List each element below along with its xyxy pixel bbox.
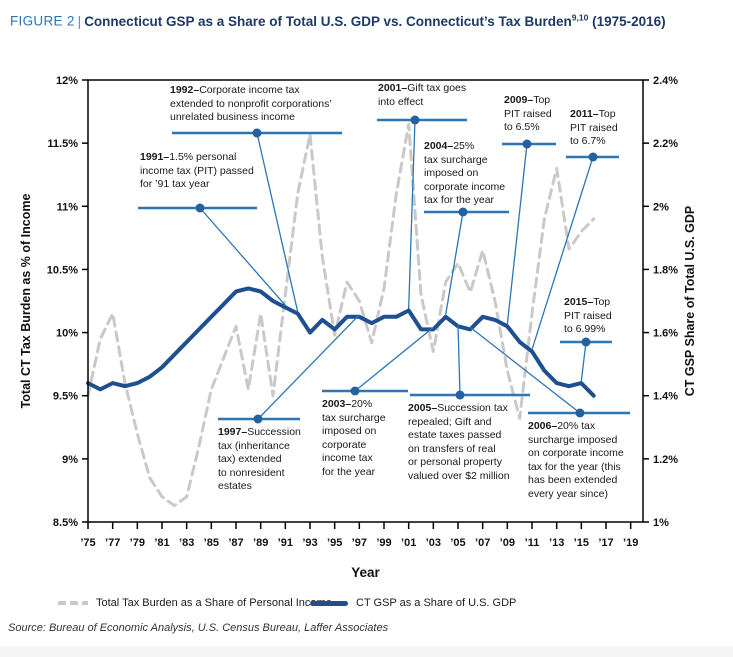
gsp-line xyxy=(86,286,596,398)
x-tick-label: ’95 xyxy=(327,537,342,549)
y-right-axis-title: CT GSP Share of Total U.S. GDP xyxy=(683,206,697,397)
x-tick-label: ’85 xyxy=(204,537,219,549)
x-tick-label: ’17 xyxy=(598,537,613,549)
x-tick-label: ’01 xyxy=(401,537,416,549)
x-tick-label: ’97 xyxy=(352,537,367,549)
annotation-dot-2009 xyxy=(522,139,532,149)
y-right-tick-label: 1.4% xyxy=(653,391,678,403)
annotation-dot-2003 xyxy=(350,386,360,396)
annotation-dot-1991 xyxy=(195,203,205,213)
y-left-tick-label: 10% xyxy=(56,328,78,340)
title-footnote-marker: 9,10 xyxy=(571,12,589,22)
y-right-tick-label: 1.2% xyxy=(653,454,678,466)
figure-label: FIGURE 2 xyxy=(10,13,75,29)
annotation-dot-2015 xyxy=(581,337,591,347)
y-right-tick-label: 2.2% xyxy=(653,138,678,150)
y-right-tick-label: 1.6% xyxy=(653,328,678,340)
figure-title: FIGURE 2 | Connecticut GSP as a Share of T… xyxy=(10,9,726,30)
y-left-tick-label: 10.5% xyxy=(47,264,78,276)
annotation-dot-2005 xyxy=(455,390,465,400)
y-right-tick-label: 1.8% xyxy=(653,264,678,276)
annotation-dot-1997 xyxy=(253,414,263,424)
source-note: Source: Bureau of Economic Analysis, U.S… xyxy=(8,622,389,634)
annotation-leader-1991 xyxy=(199,207,286,306)
annotation-leader-2005 xyxy=(457,324,461,396)
x-tick-label: ’15 xyxy=(574,537,589,549)
annotation-leader-2001 xyxy=(408,119,416,309)
y-left-tick-label: 8.5% xyxy=(53,517,78,529)
annotation-leader-2011 xyxy=(531,156,594,350)
x-tick-label: ’13 xyxy=(549,537,564,549)
x-tick-label: ’75 xyxy=(80,537,95,549)
x-axis-title: Year xyxy=(351,565,380,580)
x-tick-label: ’09 xyxy=(500,537,515,549)
legend-label: Total Tax Burden as a Share of Personal … xyxy=(96,597,332,609)
y-right-tick-label: 2.4% xyxy=(653,75,678,87)
annotation-leader-2006 xyxy=(469,326,581,414)
dashed-line-swatch-icon xyxy=(58,601,88,605)
annotation-leader-2009 xyxy=(506,143,528,325)
legend-label: CT GSP as a Share of U.S. GDP xyxy=(356,597,517,609)
x-tick-label: ’11 xyxy=(525,537,540,549)
x-tick-label: ’81 xyxy=(154,537,169,549)
x-tick-label: ’89 xyxy=(253,537,268,549)
x-tick-label: ’19 xyxy=(623,537,638,549)
title-separator: | xyxy=(77,13,82,29)
figure-title-text: Connecticut GSP as a Share of Total U.S.… xyxy=(84,12,666,29)
plot-border xyxy=(87,79,644,523)
y-left-axis-title: Total CT Tax Burden as % of Income xyxy=(19,194,33,409)
figure-title-main: Connecticut GSP as a Share of Total U.S.… xyxy=(84,13,572,29)
annotation-dot-2006 xyxy=(575,408,585,418)
y-left-tick-label: 11.5% xyxy=(47,138,78,150)
tax-burden-line xyxy=(86,122,596,508)
annotation-dot-2004 xyxy=(458,207,468,217)
annotation-leader-2003 xyxy=(354,326,434,392)
legend-item-gsp: CT GSP as a Share of U.S. GDP xyxy=(310,597,516,609)
y-right-tick-label: 2% xyxy=(653,201,669,213)
x-tick-label: ’07 xyxy=(475,537,490,549)
annotation-dot-1992 xyxy=(252,128,262,138)
x-tick-label: ’83 xyxy=(179,537,194,549)
figure-title-period: (1975-2016) xyxy=(592,13,666,29)
x-tick-label: ’91 xyxy=(278,537,293,549)
annotation-leader-2004 xyxy=(445,211,464,315)
annotation-leader-1992 xyxy=(256,132,299,312)
x-tick-label: ’77 xyxy=(105,537,120,549)
y-left-tick-label: 12% xyxy=(56,75,78,87)
annotation-leader-2015 xyxy=(580,341,587,382)
annotation-leader-1997 xyxy=(257,314,360,420)
footer-strip xyxy=(0,646,733,657)
x-tick-label: ’87 xyxy=(228,537,243,549)
legend-item-tax-burden: Total Tax Burden as a Share of Personal … xyxy=(58,597,332,609)
annotation-dot-2001 xyxy=(410,115,420,125)
x-tick-label: ’03 xyxy=(426,537,441,549)
x-tick-label: ’99 xyxy=(376,537,391,549)
y-left-tick-label: 11% xyxy=(57,201,79,213)
y-left-tick-label: 9.5% xyxy=(53,391,78,403)
x-tick-label: ’79 xyxy=(130,537,145,549)
x-tick-label: ’05 xyxy=(450,537,465,549)
y-right-tick-label: 1% xyxy=(653,517,669,529)
x-tick-label: ’93 xyxy=(302,537,317,549)
y-left-tick-label: 9% xyxy=(62,454,78,466)
solid-line-swatch-icon xyxy=(310,600,348,606)
annotation-dot-2011 xyxy=(588,152,598,162)
